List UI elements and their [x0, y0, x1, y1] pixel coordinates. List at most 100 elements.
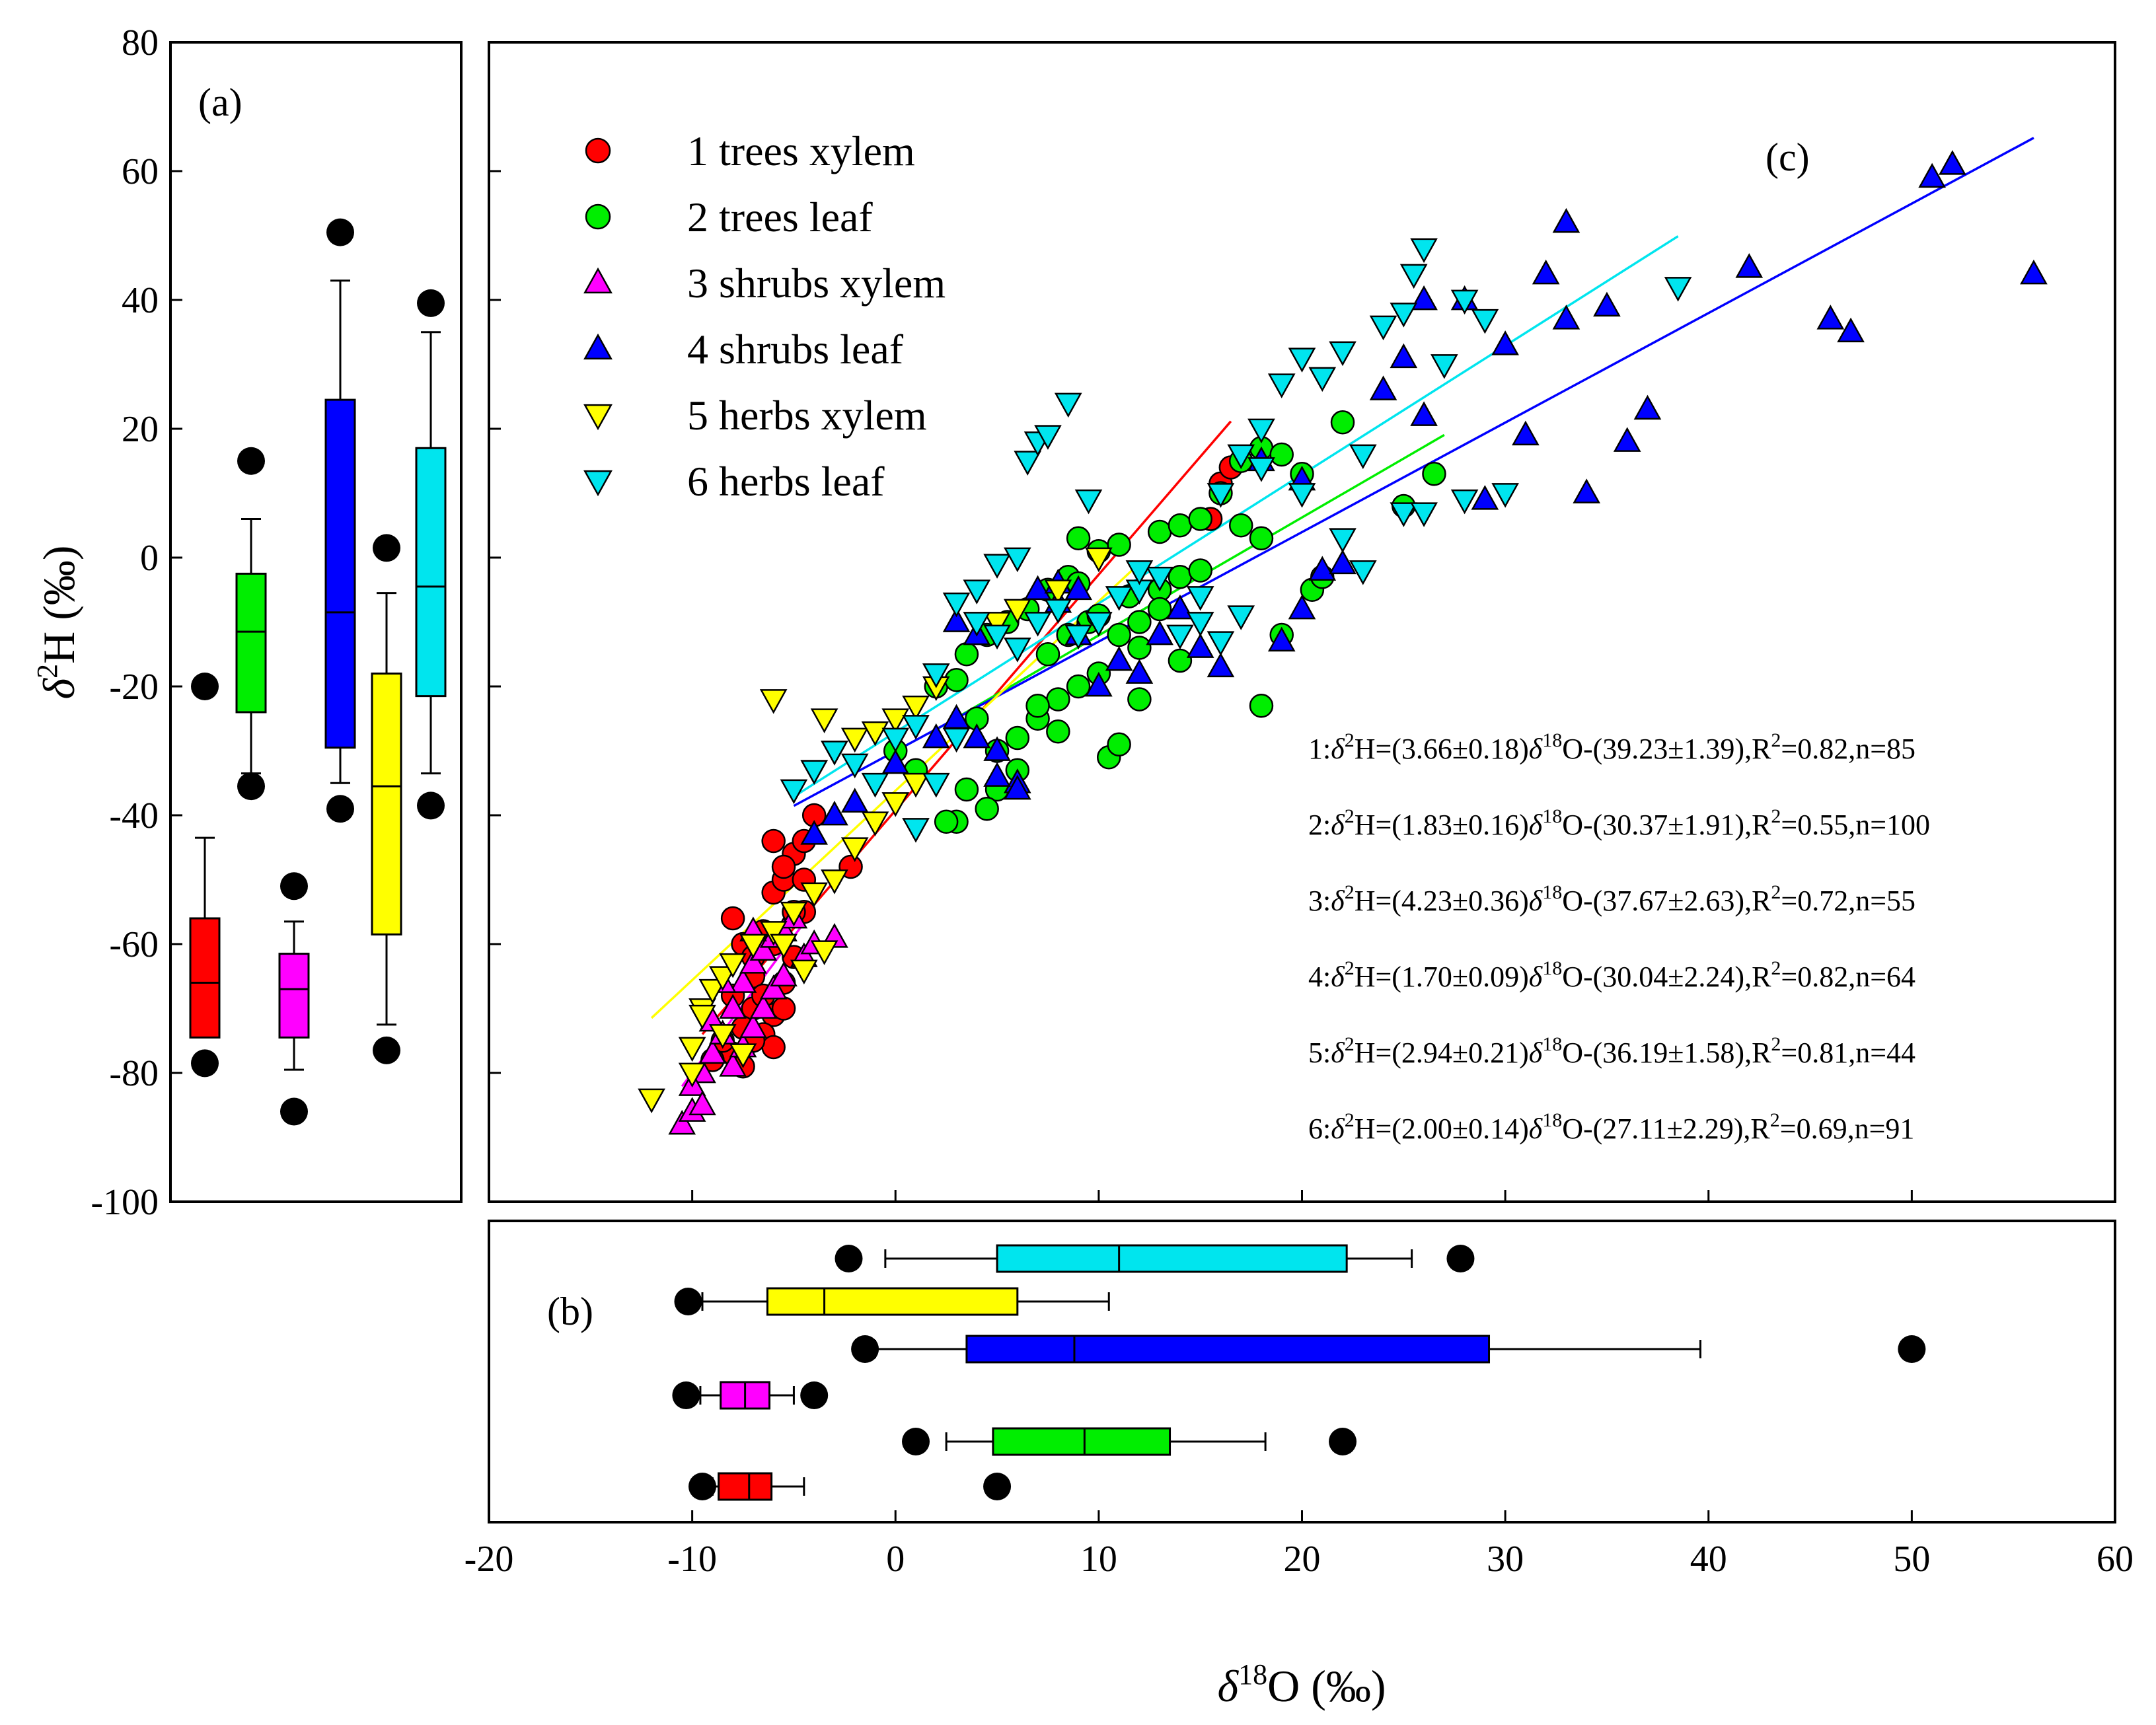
- y-tick-label: -80: [109, 1053, 159, 1094]
- eq-sup: 18: [1542, 805, 1562, 827]
- point-series-6: [1267, 373, 1296, 398]
- point-series-4: [840, 788, 869, 813]
- point-series-6: [1207, 483, 1235, 508]
- point-series-6: [821, 741, 848, 766]
- point-series-6: [1390, 303, 1418, 328]
- point-series-4: [800, 820, 829, 845]
- legend-label-5: 5 herbs xylem: [687, 392, 927, 439]
- point-series-6: [840, 753, 869, 779]
- point-series-5: [840, 727, 869, 753]
- point-series-6: [1288, 348, 1316, 373]
- legend-label-4: 4 shrubs leaf: [687, 326, 904, 373]
- point-series-3: [739, 949, 767, 974]
- point-series-6: [983, 554, 1011, 579]
- x-label-rest: O (‰): [1267, 1661, 1386, 1711]
- point-series-3: [739, 1013, 767, 1039]
- point-series-2: [1035, 642, 1060, 667]
- point-series-5: [790, 959, 818, 985]
- box: [324, 398, 356, 749]
- point-series-3: [759, 974, 788, 1000]
- box: [996, 1244, 1348, 1273]
- y-tick-label: 0: [140, 538, 159, 579]
- eq-prefix: 4:: [1308, 961, 1331, 993]
- x-tick-label: 0: [886, 1539, 905, 1580]
- point-series-3: [749, 994, 778, 1019]
- eq-sup: 2: [1771, 805, 1781, 827]
- point-series-4: [1023, 575, 1052, 601]
- point-series-6: [983, 624, 1011, 650]
- eq-slope: H=(4.23±0.36): [1355, 885, 1529, 917]
- point-series-4: [821, 800, 848, 826]
- eq-sup: 18: [1542, 957, 1562, 979]
- outlier-point: [373, 534, 400, 562]
- point-series-4: [963, 723, 991, 749]
- outlier-point: [1898, 1335, 1926, 1363]
- point-series-4: [1207, 652, 1235, 678]
- eq-stats: =0.69,n=91: [1780, 1113, 1915, 1145]
- eq-sup: 2: [1345, 805, 1355, 827]
- x-tick-label: 50: [1893, 1539, 1930, 1580]
- point-series-4: [1390, 343, 1418, 369]
- point-series-4: [1512, 420, 1540, 446]
- eq-delta: δ: [1529, 885, 1543, 917]
- point-series-4: [1308, 556, 1337, 581]
- point-series-2: [1127, 610, 1152, 634]
- point-series-5: [678, 1062, 706, 1088]
- equation-6: 6:δ2H=(2.00±0.14)δ18O-(27.11±2.29),R2=0.…: [1308, 1109, 1914, 1145]
- point-series-2: [1249, 526, 1274, 550]
- point-series-1: [761, 1035, 786, 1060]
- x-label-sup: 18: [1238, 1658, 1267, 1691]
- eq-sup: 2: [1771, 729, 1781, 751]
- eq-slope: H=(3.66±0.18): [1355, 733, 1529, 765]
- eq-prefix: 5:: [1308, 1037, 1331, 1069]
- point-series-4: [983, 736, 1011, 761]
- eq-slope: H=(1.70±0.09): [1355, 961, 1529, 993]
- fit-line-4: [793, 137, 2034, 807]
- point-series-3: [719, 1052, 747, 1077]
- point-series-5: [698, 978, 727, 1004]
- point-series-5: [800, 882, 829, 908]
- scatter-points: [638, 150, 2048, 1135]
- point-series-6: [1034, 425, 1062, 450]
- point-series-5: [902, 695, 930, 721]
- point-series-6: [1247, 457, 1275, 482]
- point-series-5: [861, 721, 889, 747]
- point-series-5: [902, 772, 930, 798]
- outlier-point: [280, 1097, 308, 1126]
- point-series-6: [1166, 624, 1194, 650]
- boxplot-y-3: [278, 872, 310, 1126]
- y-tick-label: 20: [122, 409, 159, 450]
- outlier-point: [835, 1245, 863, 1272]
- eq-intercept: O-(30.04±2.24),R: [1562, 961, 1771, 993]
- point-series-4: [2020, 259, 2048, 285]
- y-axis-panel-a: -100 -80 -60 -40 -20 0 20 40 60 80: [91, 22, 182, 1223]
- outlier-point: [800, 1381, 829, 1409]
- point-series-5: [1044, 579, 1072, 605]
- eq-slope: H=(2.94±0.21): [1355, 1037, 1529, 1069]
- equation-3: 3:δ2H=(4.23±0.36)δ18O-(37.67±2.63),R2=0.…: [1308, 881, 1915, 917]
- boxplots-x: [672, 1244, 1926, 1501]
- y-tick-label: -100: [91, 1182, 159, 1223]
- boxplot-x-2: [902, 1427, 1357, 1456]
- outlier-point: [851, 1335, 879, 1363]
- eq-sup: 2: [1345, 729, 1355, 751]
- y-tick-label: -40: [109, 795, 159, 836]
- point-series-2: [944, 668, 969, 692]
- y-tick-label: 60: [122, 151, 159, 192]
- point-series-5: [881, 708, 910, 733]
- point-series-6: [1349, 444, 1377, 470]
- y-axis-label: δ2H (‰): [31, 545, 84, 699]
- point-series-6: [902, 715, 930, 740]
- point-series-4: [1410, 285, 1438, 311]
- point-series-2: [1107, 622, 1131, 647]
- outlier-point: [191, 673, 219, 700]
- point-series-2: [1025, 694, 1050, 718]
- outlier-point: [417, 791, 445, 820]
- eq-sup: 18: [1542, 1109, 1562, 1131]
- point-series-4: [1329, 549, 1357, 575]
- x-tick-label: 40: [1690, 1539, 1727, 1580]
- point-series-2: [1168, 648, 1193, 673]
- point-series-2: [1127, 687, 1152, 712]
- eq-delta: δ: [1331, 809, 1345, 841]
- eq-prefix: 2:: [1308, 809, 1331, 841]
